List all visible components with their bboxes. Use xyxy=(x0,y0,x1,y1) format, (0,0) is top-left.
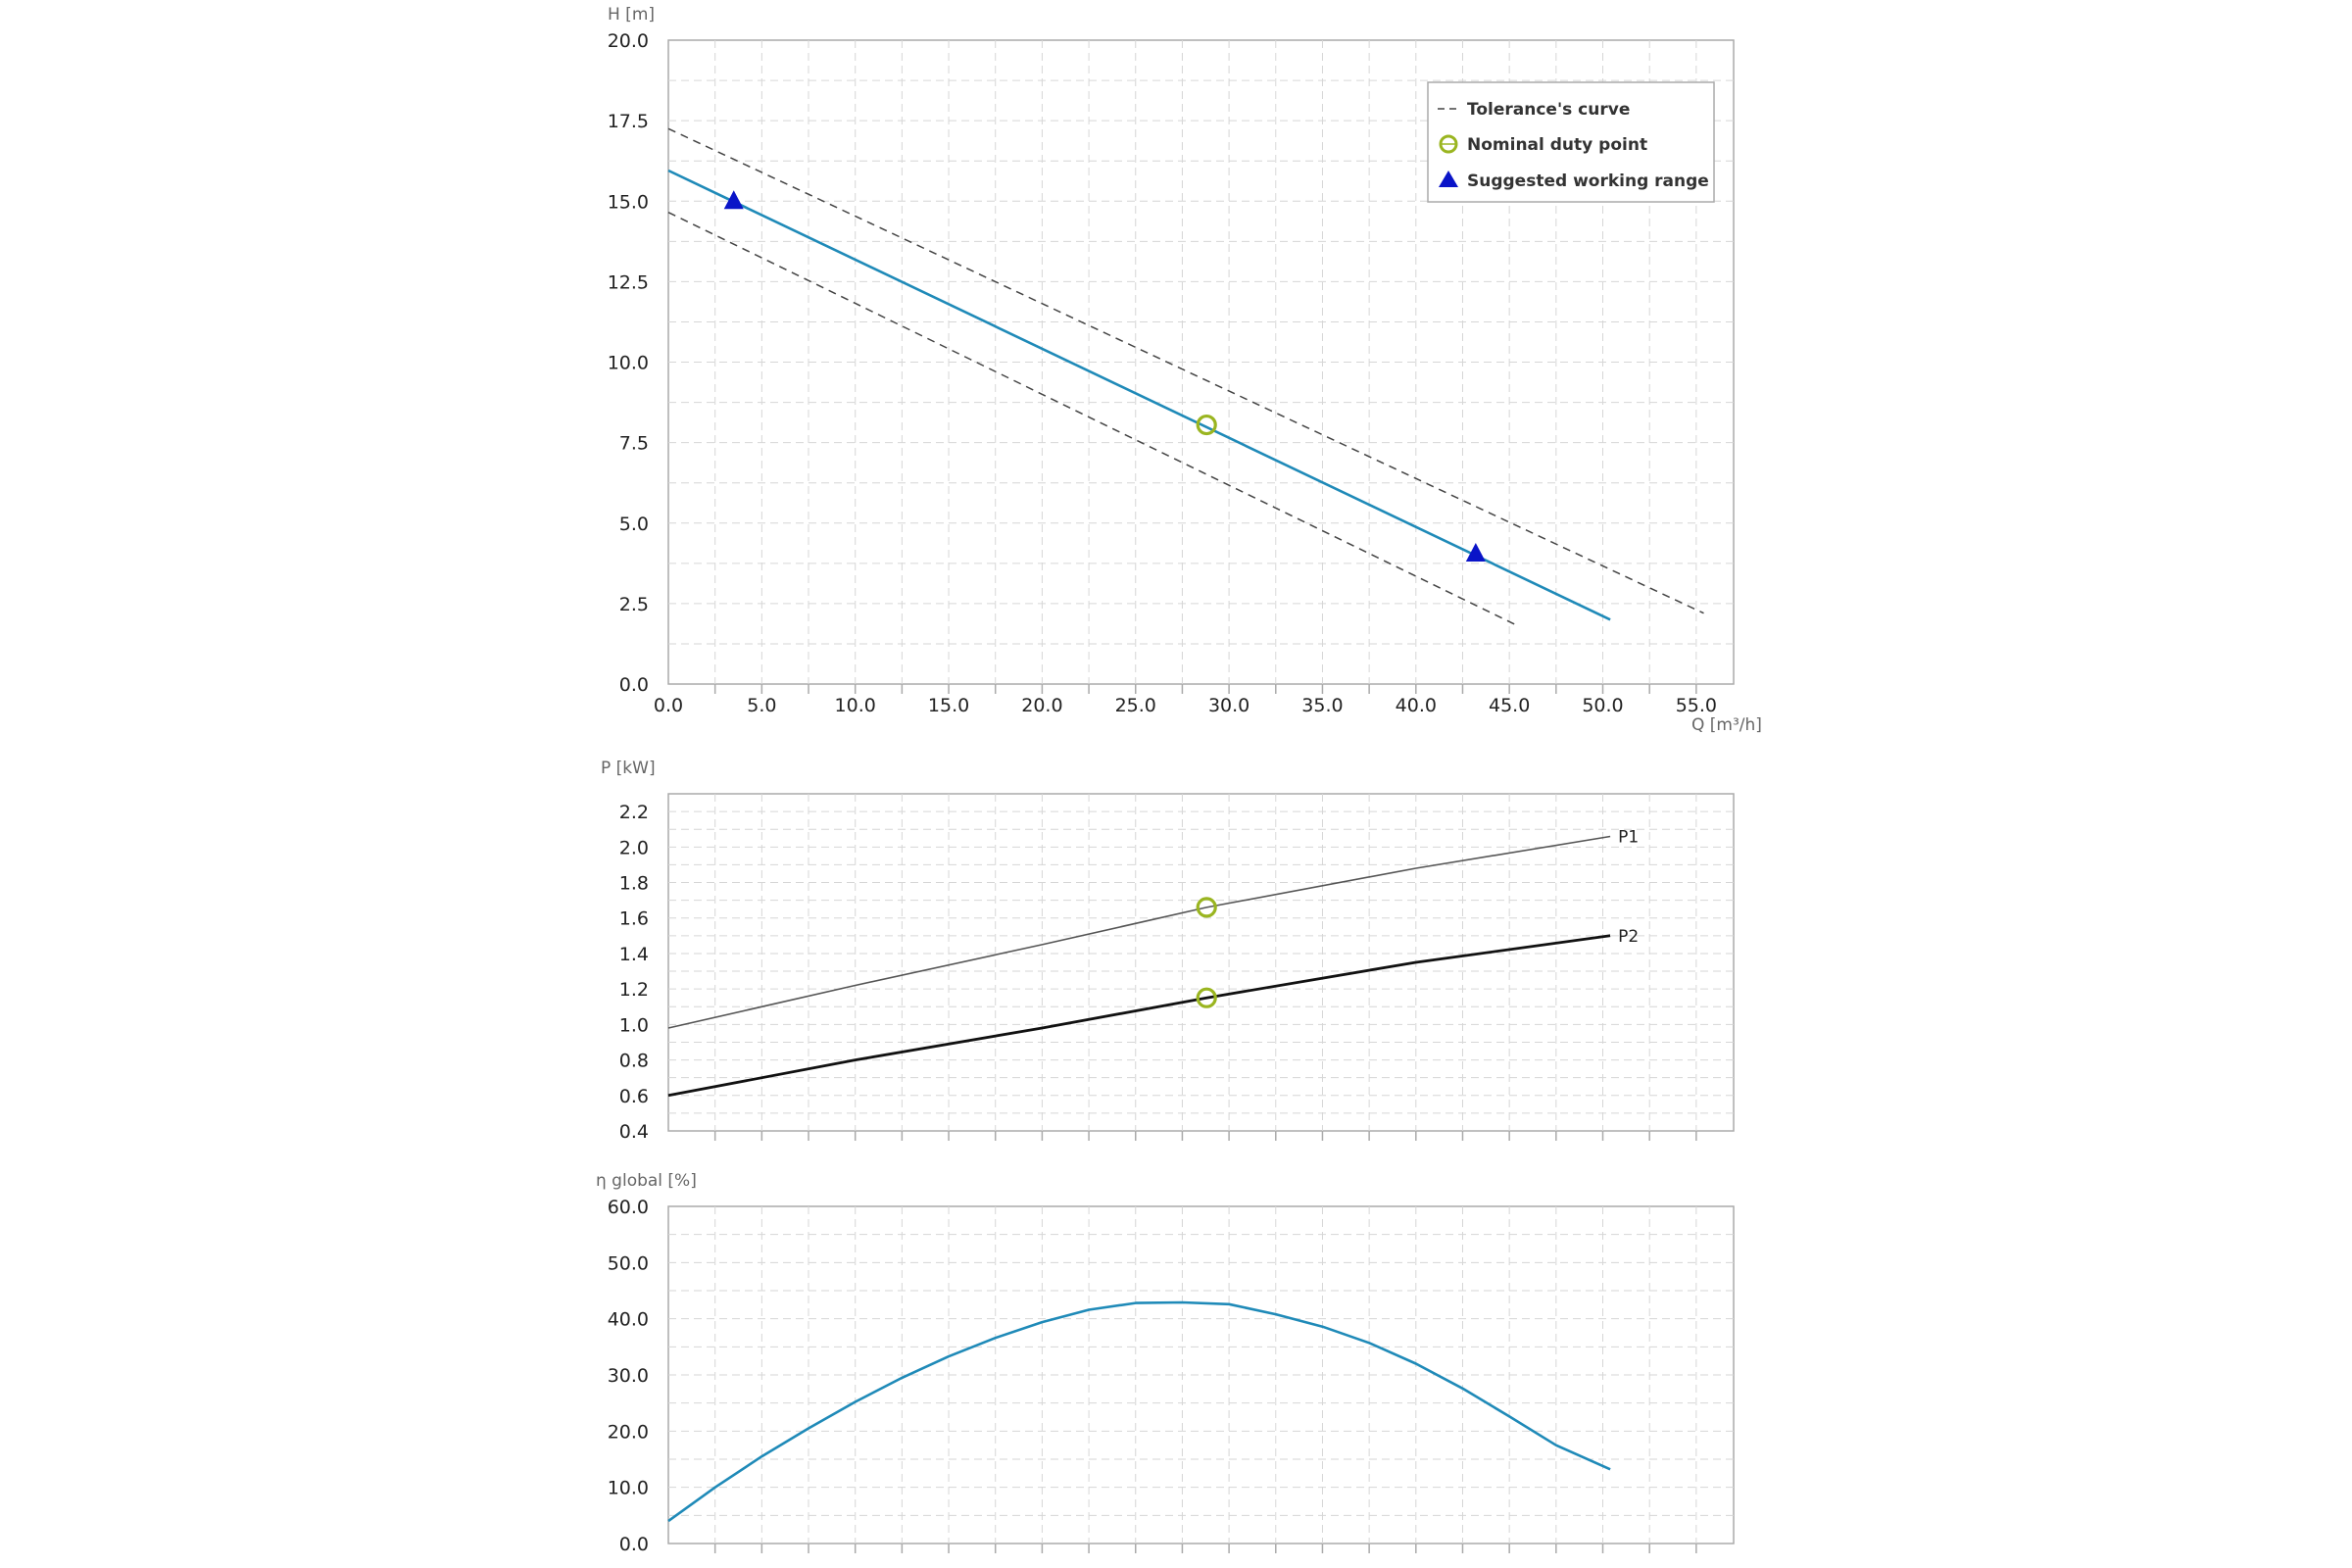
nominal-duty-point xyxy=(1196,897,1217,918)
power-y-tick-label: 1.0 xyxy=(619,1014,649,1036)
series-label-p1: P1 xyxy=(1618,827,1639,847)
power-y-tick-label: 1.4 xyxy=(619,944,649,965)
power-chart-ticks: 0.4 0.6 0.8 1.0 1.2 1.4 1.6 1.8 2.0 2.2 xyxy=(619,802,1697,1143)
head-chart-grid xyxy=(668,40,1734,684)
head-x-tick-label: 40.0 xyxy=(1396,695,1437,716)
tolerance-curve xyxy=(667,212,1516,625)
head-y-tick-label: 10.0 xyxy=(608,353,649,374)
head-x-tick-label: 25.0 xyxy=(1115,695,1156,716)
head-y-tick-label: 17.5 xyxy=(608,111,649,132)
power-y-tick-label: 1.8 xyxy=(619,873,649,895)
nominal-duty-point xyxy=(1196,987,1217,1008)
nominal-duty-point xyxy=(1196,414,1217,436)
power-chart-grid xyxy=(668,794,1734,1131)
efficiency-chart-series xyxy=(667,1300,1611,1523)
legend-frame xyxy=(1427,81,1715,203)
head-y-tick-label: 20.0 xyxy=(608,30,649,52)
legend-label-working-range: Suggested working range xyxy=(1467,172,1709,191)
head-x-axis-label: Q [m³/h] xyxy=(1691,715,1762,735)
efficiency-y-axis-label: η global [%] xyxy=(596,1171,697,1191)
head-x-tick-label: 5.0 xyxy=(747,695,776,716)
head-x-tick-label: 20.0 xyxy=(1021,695,1062,716)
head-chart: 0.0 2.5 5.0 7.5 10.0 12.5 15.0 17.5 20.0 0.0 5.0 10… xyxy=(608,5,1762,735)
head-x-tick-label: 35.0 xyxy=(1301,695,1343,716)
head-x-tick-label: 0.0 xyxy=(654,695,683,716)
power-y-tick-label: 2.0 xyxy=(619,837,649,858)
legend-triangle-icon xyxy=(1439,171,1458,187)
head-y-tick-label: 0.0 xyxy=(619,674,649,696)
power-chart-frame xyxy=(667,793,1735,1132)
working-range-marker xyxy=(1465,542,1486,562)
head-x-tick-label: 50.0 xyxy=(1582,695,1623,716)
series-label-p2: P2 xyxy=(1618,927,1639,947)
power-chart-series: P1 P2 xyxy=(667,827,1639,1098)
head-y-axis-label: H [m] xyxy=(608,5,655,24)
power-y-axis-label: P [kW] xyxy=(601,759,656,778)
power-y-tick-label: 2.2 xyxy=(619,802,649,823)
efficiency-y-tick-label: 20.0 xyxy=(608,1421,649,1443)
legend-label-tolerance: Tolerance's curve xyxy=(1467,100,1630,120)
power-y-tick-label: 0.6 xyxy=(619,1086,649,1107)
legend-label-duty-point: Nominal duty point xyxy=(1467,135,1647,155)
efficiency-chart-ticks: 0.0 10.0 20.0 30.0 40.0 50.0 60.0 xyxy=(608,1197,1697,1555)
head-x-tick-label: 55.0 xyxy=(1676,695,1717,716)
power-y-tick-label: 0.4 xyxy=(619,1121,649,1143)
efficiency-y-tick-label: 60.0 xyxy=(608,1197,649,1218)
efficiency-y-tick-label: 40.0 xyxy=(608,1309,649,1331)
head-y-tick-label: 7.5 xyxy=(619,433,649,455)
working-range-marker xyxy=(723,190,744,210)
power-y-tick-label: 0.8 xyxy=(619,1051,649,1072)
efficiency-y-tick-label: 10.0 xyxy=(608,1478,649,1499)
head-chart-series xyxy=(667,127,1704,625)
head-curve xyxy=(667,169,1611,621)
head-y-tick-label: 5.0 xyxy=(619,514,649,535)
efficiency-chart-grid xyxy=(668,1206,1734,1544)
p2-curve xyxy=(667,934,1611,1098)
power-chart: 0.4 0.6 0.8 1.0 1.2 1.4 1.6 1.8 2.0 2.2 P1 P2 P [k… xyxy=(601,759,1735,1143)
head-chart-points xyxy=(723,190,1486,562)
head-x-tick-label: 45.0 xyxy=(1489,695,1530,716)
efficiency-y-tick-label: 50.0 xyxy=(608,1252,649,1274)
power-y-tick-label: 1.6 xyxy=(619,908,649,930)
head-x-tick-label: 15.0 xyxy=(928,695,969,716)
head-x-tick-label: 10.0 xyxy=(835,695,876,716)
efficiency-y-tick-label: 30.0 xyxy=(608,1365,649,1387)
power-y-tick-label: 1.2 xyxy=(619,979,649,1001)
head-x-tick-label: 30.0 xyxy=(1208,695,1250,716)
head-y-tick-label: 15.0 xyxy=(608,191,649,213)
head-y-tick-label: 12.5 xyxy=(608,271,649,293)
head-chart-legend: Tolerance's curve Nominal duty point Sug… xyxy=(1427,81,1715,203)
head-y-tick-label: 2.5 xyxy=(619,594,649,615)
head-chart-ticks: 0.0 2.5 5.0 7.5 10.0 12.5 15.0 17.5 20.0 0.0 5.0 10… xyxy=(608,30,1717,716)
power-chart-points xyxy=(1196,897,1217,1008)
p1-curve xyxy=(667,835,1611,1029)
efficiency-chart: 0.0 10.0 20.0 30.0 40.0 50.0 60.0 η global [%] xyxy=(596,1171,1735,1555)
efficiency-y-tick-label: 0.0 xyxy=(619,1534,649,1555)
efficiency-curve xyxy=(667,1300,1611,1523)
tolerance-curve xyxy=(667,127,1704,614)
